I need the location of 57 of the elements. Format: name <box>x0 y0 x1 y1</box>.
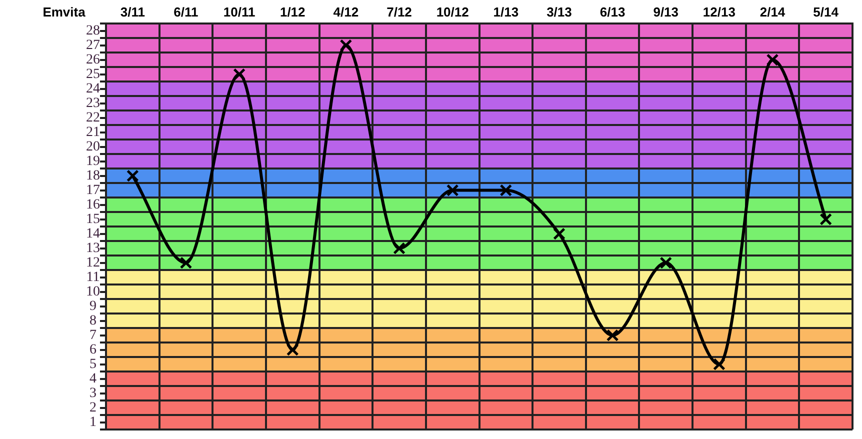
y-tick-label: 15 <box>86 212 100 227</box>
y-axis-title: Emvita <box>42 4 86 20</box>
y-tick-label: 16 <box>86 197 100 212</box>
y-tick-label: 12 <box>86 255 100 270</box>
point <box>446 184 459 197</box>
y-tick-label: 19 <box>86 154 100 169</box>
y-tick-label: 9 <box>90 298 96 314</box>
x-tick-label: 3/13 <box>546 4 572 20</box>
y-tick-label: 20 <box>86 139 100 154</box>
y-tick-label: 21 <box>86 124 100 140</box>
point <box>180 256 192 269</box>
x-tick-label: 12/13 <box>702 4 736 20</box>
y-tick-label: 24 <box>86 82 100 97</box>
x-tick-label: 10/12 <box>436 4 469 20</box>
y-tick-label: 1 <box>90 414 96 430</box>
y-tick-label: 6 <box>90 342 96 358</box>
y-tick-label: 28 <box>86 24 100 39</box>
y-tick-label: 8 <box>90 313 96 328</box>
y-tick-label: 5 <box>90 356 96 372</box>
y-tick-label: 10 <box>86 284 100 300</box>
point <box>766 54 779 66</box>
x-tick-label: 1/13 <box>493 4 519 20</box>
point <box>500 184 512 197</box>
point <box>233 68 246 81</box>
y-tick-label: 3 <box>90 386 96 401</box>
x-tick-label: 10/11 <box>223 4 256 20</box>
x-tick-label: 6/11 <box>174 4 198 20</box>
x-tick-label: 9/13 <box>653 4 679 20</box>
x-tick-label: 5/14 <box>813 4 840 20</box>
point <box>606 329 619 342</box>
y-tick-label: 11 <box>86 270 100 285</box>
x-tick-label: 2/14 <box>760 4 786 20</box>
x-tick-label: 4/12 <box>333 4 359 20</box>
point <box>126 170 139 182</box>
y-tick-label: 25 <box>86 67 100 82</box>
point <box>820 213 832 226</box>
y-tick-label: 4 <box>90 371 96 386</box>
y-tick-label: 27 <box>86 38 100 54</box>
point <box>553 228 566 240</box>
y-tick-label: 22 <box>86 110 100 126</box>
y-tick-label: 17 <box>86 182 100 198</box>
y-tick-label: 26 <box>86 52 100 68</box>
point <box>286 344 299 356</box>
point <box>660 256 672 269</box>
y-tick-label: 18 <box>86 168 100 184</box>
y-tick-label: 7 <box>90 328 96 343</box>
point <box>712 358 726 370</box>
point <box>340 39 352 52</box>
y-tick-label: 13 <box>86 240 100 256</box>
x-tick-label: 3/11 <box>120 4 145 20</box>
x-tick-label: 6/13 <box>600 4 626 20</box>
y-tick-label: 23 <box>86 96 100 111</box>
y-tick-label: 2 <box>90 400 96 416</box>
y-tick-label: 14 <box>86 226 100 242</box>
point <box>393 242 406 254</box>
x-tick-label: 1/12 <box>280 4 306 20</box>
x-tick-label: 7/12 <box>386 4 412 20</box>
